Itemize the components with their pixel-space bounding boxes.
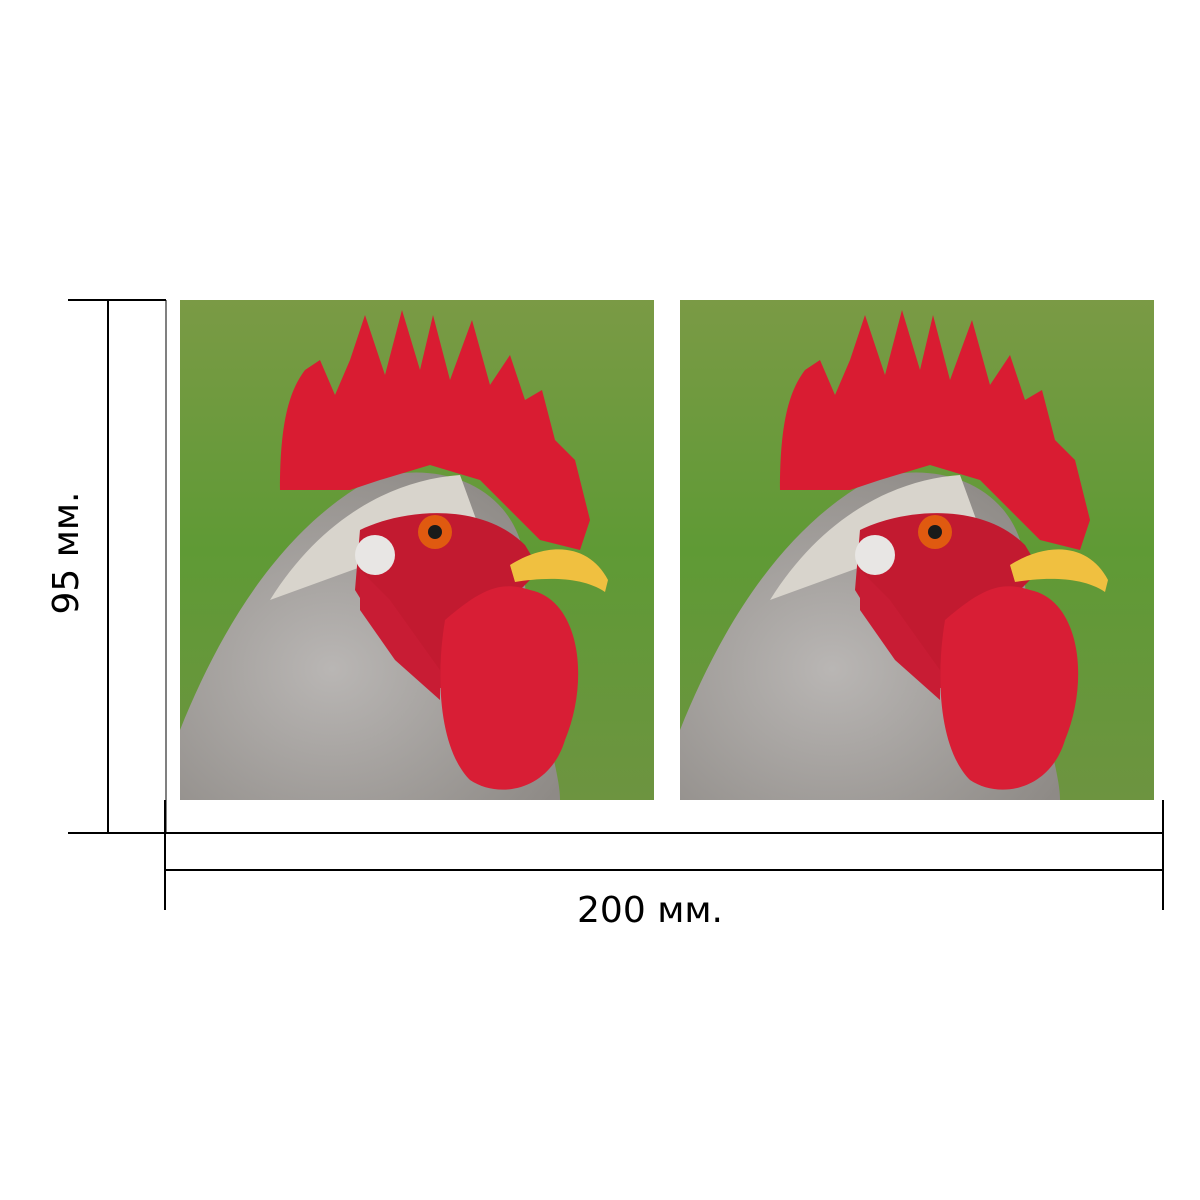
height-dimension (68, 299, 167, 834)
width-dimension (164, 800, 1164, 910)
product-photo (680, 300, 1154, 800)
product-photo (180, 300, 654, 800)
height-label: 95 мм. (46, 491, 87, 614)
width-label: 200 мм. (577, 890, 723, 931)
